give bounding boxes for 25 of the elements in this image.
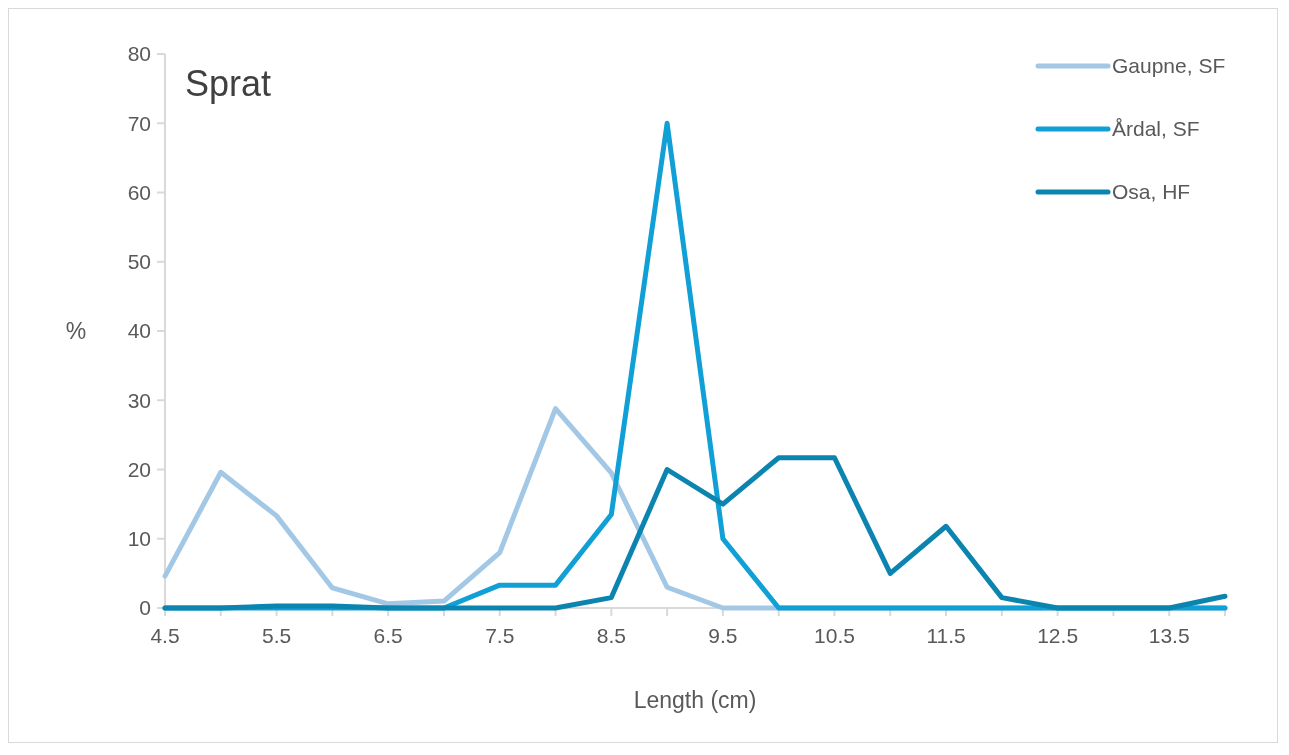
x-tick-label: 7.5 xyxy=(485,624,515,647)
y-tick-label: 70 xyxy=(127,111,151,135)
x-tick-label: 12.5 xyxy=(1037,624,1079,647)
legend-label: Gaupne, SF xyxy=(1112,54,1226,78)
y-tick-label: 60 xyxy=(127,180,151,204)
y-tick-label: 30 xyxy=(127,388,151,412)
x-tick-label: 4.5 xyxy=(150,624,180,647)
x-tick-label: 6.5 xyxy=(373,624,403,647)
y-tick-label: 10 xyxy=(127,527,151,551)
y-axis-title: % xyxy=(65,318,87,345)
x-axis-title: Length (cm) xyxy=(633,687,757,713)
y-tick-label: 20 xyxy=(127,457,151,481)
y-tick-label: 50 xyxy=(127,250,151,274)
x-tick-label: 5.5 xyxy=(261,624,292,647)
x-tick-label: 8.5 xyxy=(596,624,626,647)
x-tick-label: 10.5 xyxy=(814,624,855,647)
y-tick-label: 0 xyxy=(139,596,151,620)
x-tick-label: 13.5 xyxy=(1148,624,1190,647)
y-tick-label: 40 xyxy=(127,319,151,343)
x-tick-label: 11.5 xyxy=(926,624,966,647)
legend-label: Årdal, SF xyxy=(1112,117,1200,141)
x-tick-label: 9.5 xyxy=(708,624,738,647)
legend-label: Osa, HF xyxy=(1112,180,1191,204)
chart-title: Sprat xyxy=(185,63,272,104)
y-tick-label: 80 xyxy=(127,42,151,66)
